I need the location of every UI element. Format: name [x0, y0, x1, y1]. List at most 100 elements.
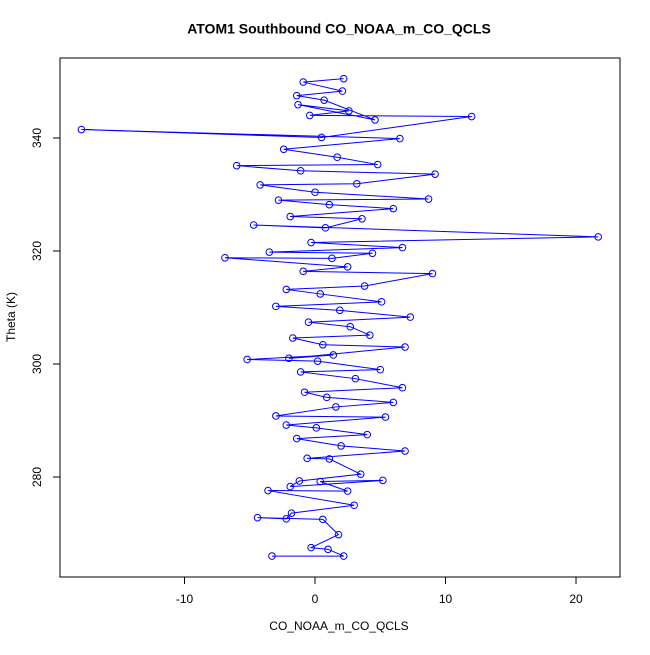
- data-point: [339, 552, 348, 560]
- data-line: [81, 78, 599, 557]
- data-point: [398, 243, 407, 252]
- data-point: [373, 160, 382, 169]
- data-point: [232, 161, 241, 170]
- data-point: [299, 78, 308, 86]
- data-point: [285, 354, 293, 363]
- x-tick-label: -10: [176, 592, 194, 606]
- data-point: [243, 355, 251, 364]
- data-point: [343, 487, 352, 495]
- x-tick-label: 0: [312, 592, 319, 606]
- data-point: [377, 298, 386, 306]
- data-point: [396, 134, 404, 143]
- data-point: [363, 430, 372, 439]
- data-point: [333, 153, 341, 162]
- data-point: [313, 357, 322, 365]
- data-point: [334, 530, 343, 539]
- data-point: [381, 413, 390, 421]
- data-point: [325, 455, 334, 463]
- x-axis-label: CO_NOAA_m_CO_QCLS: [269, 619, 408, 633]
- data-point: [325, 200, 334, 209]
- data-point: [249, 221, 258, 229]
- data-point: [311, 188, 319, 197]
- data-point: [345, 107, 353, 115]
- data-point: [338, 87, 347, 95]
- data-point: [358, 214, 366, 223]
- data-point: [351, 374, 360, 383]
- data-point: [321, 224, 330, 232]
- data-point: [360, 282, 369, 290]
- data-point: [389, 204, 398, 213]
- data-point: [371, 116, 379, 124]
- y-tick-label: 300: [30, 354, 44, 374]
- data-point: [305, 111, 314, 120]
- data-point: [401, 343, 409, 351]
- data-point: [294, 100, 302, 109]
- data-point: [265, 248, 274, 256]
- data-point: [307, 238, 315, 247]
- data-point: [272, 412, 280, 420]
- data-point: [356, 470, 365, 478]
- y-tick-label: 320: [30, 241, 44, 261]
- data-point: [366, 331, 374, 339]
- data-point: [329, 351, 338, 359]
- data-point: [272, 302, 280, 311]
- data-point: [336, 306, 344, 315]
- data-point: [398, 383, 407, 392]
- x-tick-label: 20: [569, 592, 583, 606]
- data-point: [401, 447, 409, 455]
- data-point: [282, 421, 291, 429]
- data-point: [282, 515, 291, 523]
- data-point: [343, 263, 352, 271]
- plot-frame: [59, 57, 621, 578]
- data-point: [376, 365, 385, 374]
- data-point: [352, 179, 361, 188]
- data-point: [594, 233, 603, 241]
- data-point: [431, 170, 439, 178]
- data-point: [316, 477, 325, 486]
- data-point: [282, 285, 291, 294]
- data-point: [389, 398, 398, 407]
- data-point: [296, 368, 305, 376]
- data-point: [406, 313, 415, 321]
- data-point: [221, 253, 229, 262]
- y-axis-label: Theta (K): [4, 292, 18, 342]
- chart-title: ATOM1 Southbound CO_NOAA_m_CO_QCLS: [187, 21, 491, 37]
- data-point: [296, 166, 305, 175]
- data-point: [292, 91, 301, 100]
- data-point: [77, 125, 86, 134]
- data-point: [319, 340, 327, 349]
- data-point: [316, 290, 325, 298]
- data-point: [317, 133, 326, 142]
- data-point: [332, 403, 340, 411]
- data-point: [286, 212, 295, 221]
- data-point: [339, 74, 348, 83]
- data-point: [346, 322, 355, 331]
- data-point: [319, 515, 327, 524]
- data-point: [256, 181, 264, 189]
- data-point: [307, 543, 315, 552]
- data-point: [428, 269, 437, 278]
- data-point: [304, 318, 313, 326]
- data-point: [312, 424, 321, 432]
- data-point: [322, 393, 331, 402]
- data-point: [368, 249, 377, 258]
- data-point: [268, 552, 276, 560]
- data-point: [379, 476, 387, 485]
- x-tick-label: 10: [439, 592, 453, 606]
- data-point: [287, 509, 296, 517]
- y-tick-label: 340: [30, 128, 44, 148]
- data-point: [303, 454, 311, 463]
- y-tick-label: 280: [30, 467, 44, 487]
- data-point: [337, 442, 345, 450]
- data-point: [328, 254, 336, 263]
- data-point: [264, 486, 272, 495]
- data-point: [324, 545, 332, 554]
- data-point: [289, 334, 297, 342]
- data-point: [253, 513, 262, 522]
- data-point: [350, 501, 358, 510]
- data-point: [424, 195, 433, 203]
- data-point: [320, 96, 328, 104]
- data-point: [300, 388, 309, 397]
